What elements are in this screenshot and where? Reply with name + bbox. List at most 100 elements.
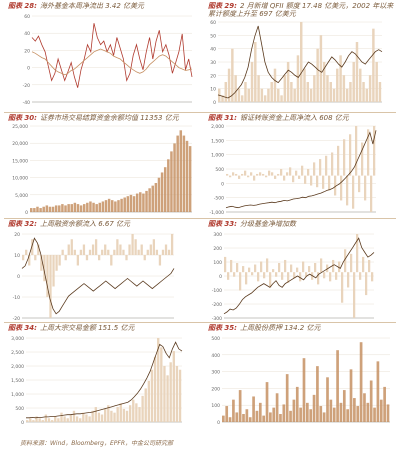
bar [285, 374, 289, 422]
bar [153, 356, 157, 422]
bar [94, 407, 97, 422]
bar [350, 253, 353, 273]
bar [361, 142, 364, 176]
chart-panel-33: 图表 33: 分级基金净增加数 300 200 100 0 -100 -200 -300 [204, 220, 396, 322]
bar [253, 175, 256, 181]
chart-title-28: 图表 28: 海外基金本周净流出 3.42 亿美元 [8, 2, 145, 10]
chart-title-29: 图表 29: 2 月新增 QFII 额度 17.48 亿美元，2002 年以来累计… [208, 2, 394, 18]
y-tick-label: 200 [213, 246, 222, 252]
y-tick-label: -100 [212, 288, 222, 294]
bar [94, 239, 98, 255]
bar [155, 249, 159, 255]
chart-31: 2,000 1,500 1,000 500 0 -500 -1,000 [209, 124, 377, 216]
bar [227, 68, 231, 102]
bar [373, 407, 376, 422]
bar [126, 196, 130, 212]
bar [160, 347, 163, 422]
bar [371, 272, 374, 282]
series-line [217, 25, 383, 99]
bar [317, 272, 320, 285]
bar [352, 175, 355, 209]
bar [316, 48, 319, 102]
bar [268, 170, 271, 176]
bar [145, 190, 148, 212]
bar [179, 130, 183, 212]
bar [100, 414, 104, 422]
bar [173, 143, 176, 212]
y-tick-label: 1,500 [11, 378, 24, 384]
bar [242, 414, 245, 422]
bar [289, 167, 292, 176]
bar [235, 173, 238, 176]
bar [305, 272, 308, 277]
bar [58, 205, 61, 212]
bar [233, 272, 236, 277]
bar [111, 200, 114, 212]
y-tick-label: 30 [210, 60, 216, 66]
bar [70, 239, 73, 255]
bar [63, 416, 66, 422]
chart-title-35: 图表 35: 上周股份质押 134.2 亿元 [208, 324, 321, 332]
bar [339, 402, 343, 422]
bar [292, 399, 296, 422]
chart-panel-35: 图表 35: 上周股份质押 134.2 亿元 500 400 300 200 100 0 [204, 324, 396, 426]
bar [76, 204, 80, 212]
bar [312, 394, 316, 422]
bar [232, 399, 235, 422]
bar [248, 267, 251, 273]
bar [132, 399, 135, 422]
bar [129, 194, 133, 212]
bar [221, 95, 224, 102]
bar [359, 272, 362, 280]
bar [139, 192, 142, 212]
bar [275, 393, 279, 422]
bar [250, 62, 254, 102]
bar [72, 410, 76, 422]
bar [337, 145, 340, 176]
bar [148, 188, 151, 212]
y-tick-label: 2,000 [11, 364, 24, 370]
bar [356, 406, 360, 422]
bar [346, 175, 349, 206]
bar [224, 256, 227, 273]
bar [265, 175, 268, 178]
bar [340, 175, 343, 201]
bar [89, 201, 92, 212]
bar [58, 255, 61, 266]
bar [322, 175, 325, 189]
bar [178, 369, 182, 422]
chart-34: 3,000 2,500 2,000 1,500 1,000 500 0 [11, 336, 183, 426]
bar [85, 255, 89, 261]
bar [51, 206, 55, 212]
bar [47, 418, 51, 422]
chart-title-30: 图表 30: 证券市场交易结算资金余额均值 11353 亿元 [8, 114, 179, 122]
bar [82, 244, 86, 255]
bar [242, 266, 245, 273]
bar [122, 408, 126, 422]
bar [362, 256, 365, 273]
y-tick-label: 20 [210, 73, 216, 79]
bar [307, 169, 310, 176]
bar [88, 249, 92, 255]
y-tick-label: -1,000 [209, 210, 224, 216]
bar [46, 255, 49, 297]
bar [334, 175, 337, 196]
y-tick-label: 100 [213, 260, 222, 266]
y-tick-label: 2,000 [211, 124, 224, 130]
chart-29: 60 50 40 30 20 10 0 [210, 20, 383, 106]
bar [227, 272, 230, 280]
bar [147, 380, 151, 422]
bar [326, 264, 329, 273]
bar [278, 263, 281, 273]
bar [296, 55, 300, 102]
chart-title-31: 图表 31: 银证转账资金上周净流入 608 亿元 [208, 114, 349, 122]
bar [282, 404, 286, 422]
bar [263, 272, 266, 279]
bar [319, 406, 323, 422]
bar [379, 399, 383, 422]
bar [306, 402, 309, 422]
y-tick-label: 0 [213, 100, 216, 106]
y-tick-label: 10 [14, 253, 20, 259]
y-tick-label: -200 [212, 302, 222, 308]
chart-panel-28: 图表 28: 海外基金本周净流出 3.42 亿美元 60 40 20 0 -20 -40 [4, 2, 196, 106]
